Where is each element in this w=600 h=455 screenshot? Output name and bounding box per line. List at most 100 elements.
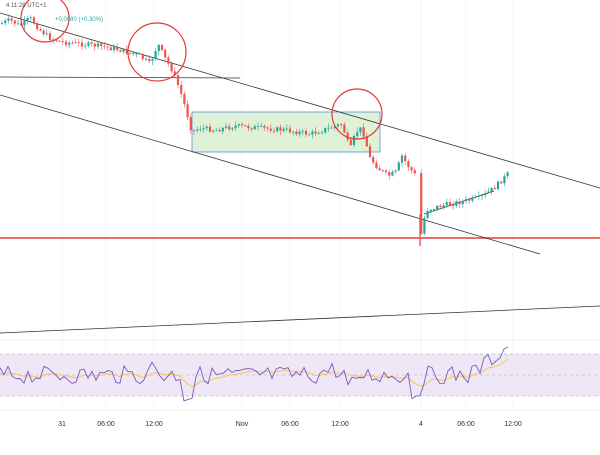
candle-body — [52, 39, 55, 41]
candle-body — [205, 126, 208, 129]
x-axis-ticks: 31 06:00 12:00 Nov 06:00 12:00 4 06:00 12:00 — [58, 421, 522, 428]
candle-body — [266, 127, 269, 129]
candle-body — [48, 33, 52, 40]
candle-body — [61, 40, 64, 42]
candle-body — [144, 58, 148, 60]
candle-body — [160, 44, 164, 50]
candle-body — [228, 126, 231, 130]
candle-body — [74, 42, 77, 43]
candle-body — [372, 157, 375, 163]
candle-body — [148, 58, 151, 61]
channel-upper-trendline — [0, 12, 600, 189]
candle-body — [301, 130, 304, 132]
candle-body — [500, 181, 503, 184]
x-tick-label: 06:00 — [97, 421, 115, 428]
candle-body — [381, 170, 384, 171]
candle-body — [173, 71, 176, 76]
candle-body — [80, 42, 84, 47]
candle-body — [196, 129, 199, 131]
candle-body — [276, 127, 279, 132]
candle-body — [279, 127, 282, 131]
candle-body — [426, 210, 429, 218]
candle-body — [436, 205, 439, 209]
candle-body — [199, 129, 202, 131]
candle-body — [458, 201, 461, 205]
candle-body — [448, 202, 452, 206]
candle-body — [234, 125, 237, 129]
candle-body — [330, 127, 333, 129]
candle-body — [100, 43, 103, 46]
candle-body — [231, 128, 234, 130]
candle-body — [250, 128, 253, 130]
candle-body — [487, 191, 490, 193]
annotation-circle-retest — [331, 88, 383, 140]
candle-body — [154, 51, 157, 60]
candle-body — [77, 42, 80, 43]
candle-body — [170, 63, 173, 72]
header-change-text: +0.0080 (+0.30%) — [55, 17, 103, 23]
candle-body — [304, 130, 308, 135]
candle-body — [464, 199, 468, 202]
candle-body — [119, 50, 122, 52]
candle-body — [256, 125, 260, 127]
candle-body — [365, 136, 368, 147]
candle-body — [103, 45, 106, 47]
candle-body — [208, 126, 212, 132]
candle-body — [375, 162, 378, 169]
x-tick-label: 06:00 — [281, 421, 299, 428]
candle-body — [496, 181, 500, 190]
candle-body — [471, 197, 474, 201]
x-tick-label: 4 — [419, 421, 423, 428]
candle-body — [388, 172, 391, 176]
candle-body — [141, 54, 144, 59]
candle-body — [10, 18, 13, 21]
candle-body — [442, 205, 445, 208]
candle-body — [90, 42, 93, 44]
candle-body — [186, 104, 189, 118]
candle-body — [407, 161, 410, 168]
candle-body — [32, 17, 36, 24]
candle-body — [343, 124, 346, 133]
candle-body — [439, 205, 442, 208]
candle-body — [202, 128, 205, 130]
candle-body — [151, 59, 154, 61]
candle-body — [484, 192, 487, 196]
candle-body — [122, 48, 125, 52]
candle-body — [506, 172, 509, 177]
candle-body — [106, 46, 109, 48]
long-rising-trendline — [0, 305, 600, 334]
candle-body — [282, 128, 285, 131]
candle-body — [480, 195, 484, 197]
candle-body — [116, 47, 119, 51]
candle-body — [455, 201, 458, 206]
candle-body — [429, 209, 432, 211]
candle-body — [263, 125, 266, 128]
candle-body — [413, 170, 416, 174]
x-tick-label: 31 — [58, 421, 66, 428]
consolidation-range-box — [191, 111, 381, 153]
candle-body — [359, 127, 362, 133]
x-tick-label: 12:00 — [145, 421, 163, 428]
candle-body — [314, 131, 317, 134]
candle-body — [237, 124, 240, 126]
candlestick-series — [0, 14, 509, 246]
candle-body — [452, 205, 455, 206]
candle-body — [468, 199, 471, 201]
candle-body — [253, 126, 256, 130]
x-tick-label: 06:00 — [457, 421, 475, 428]
candle-body — [362, 127, 365, 137]
candle-body — [29, 17, 32, 19]
candle-body — [356, 132, 359, 136]
candle-body — [13, 20, 16, 24]
annotation-circle-top — [20, 0, 70, 43]
candle-body — [391, 171, 394, 176]
candle-body — [349, 139, 352, 146]
candle-body — [340, 124, 343, 126]
candle-body — [317, 133, 320, 134]
candle-body — [0, 23, 4, 24]
candle-body — [400, 155, 404, 163]
x-tick-label: 12:00 — [504, 421, 522, 428]
candle-body — [16, 23, 20, 25]
channel-lower-trendline — [0, 94, 541, 255]
